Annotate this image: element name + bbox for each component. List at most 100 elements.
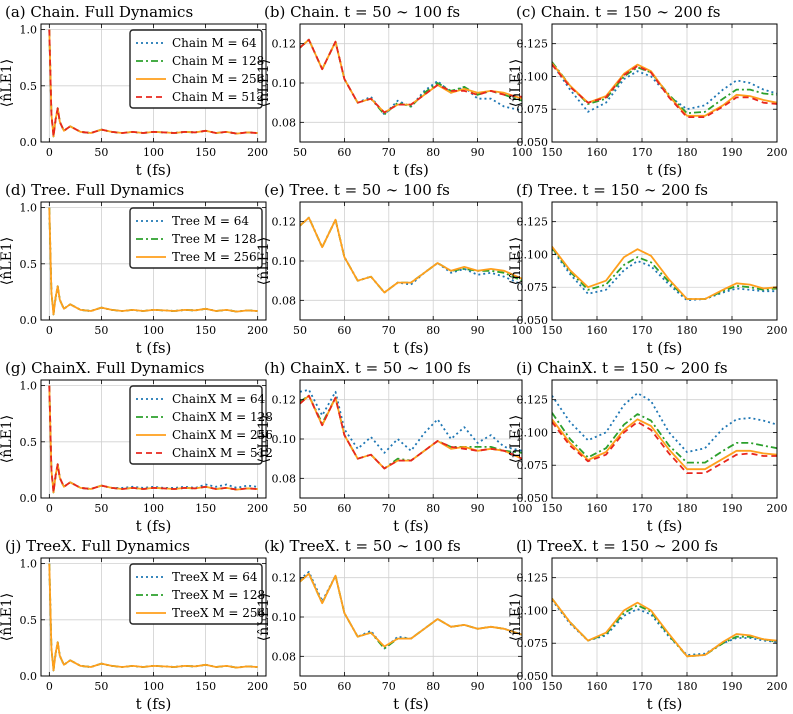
series-line xyxy=(300,38,522,116)
y-tick-label: 0.100 xyxy=(517,426,549,439)
panel-title: (i) ChainX. t = 150 ∼ 200 fs xyxy=(516,359,728,377)
x-tick-label: 100 xyxy=(143,680,164,693)
x-tick-label: 100 xyxy=(512,502,533,515)
x-tick-label: 170 xyxy=(632,324,653,337)
axes-frame xyxy=(551,557,778,677)
x-tick-label: 100 xyxy=(143,324,164,337)
x-tick-label: 150 xyxy=(542,502,563,515)
y-tick-label: 0.075 xyxy=(517,637,549,650)
legend-entry: Tree M = 256 xyxy=(172,250,257,264)
panel-j: (j) TreeX. Full Dynamics 0 50 100 150 200 0.0 0… xyxy=(0,537,268,713)
y-axis-label: ⟨n̂LE1⟩ xyxy=(256,593,272,641)
x-tick-label: 50 xyxy=(293,502,307,515)
legend-entry: Chain M = 128 xyxy=(172,54,264,68)
y-axis-label: ⟨n̂LE1⟩ xyxy=(0,593,15,641)
y-tick-label: 0.075 xyxy=(517,459,549,472)
x-axis-label: t (fs) xyxy=(136,517,172,535)
x-tick-label: 90 xyxy=(471,680,485,693)
y-tick-label: 0.0 xyxy=(20,314,38,327)
series-group xyxy=(300,216,522,294)
panel-d: (d) Tree. Full Dynamics 0 50 100 150 200 0.0 0.… xyxy=(0,181,268,357)
y-axis-label: ⟨n̂LE1⟩ xyxy=(256,59,272,107)
panel-l: (l) TreeX. t = 150 ∼ 200 fs 150 160 170 180 1… xyxy=(508,537,788,713)
panel-e: (e) Tree. t = 50 ∼ 100 fs 50 60 70 80 90 100 0.… xyxy=(256,181,533,357)
series-line xyxy=(300,38,522,114)
panel-i: (i) ChainX. t = 150 ∼ 200 fs 150 160 170 180… xyxy=(508,359,788,535)
series-line xyxy=(552,418,777,471)
y-axis-label: ⟨n̂LE1⟩ xyxy=(256,415,272,463)
series-group xyxy=(552,246,777,302)
legend: Chain M = 64 Chain M = 128 Chain M = 256 Ch… xyxy=(129,29,264,109)
series-line xyxy=(300,38,522,114)
y-tick-label: 0.5 xyxy=(20,436,38,449)
series-line xyxy=(552,412,777,464)
x-tick-label: 200 xyxy=(247,680,268,693)
x-tick-label: 160 xyxy=(587,680,608,693)
series-line xyxy=(48,29,258,138)
legend: Tree M = 64 Tree M = 128 Tree M = 256 xyxy=(129,207,263,269)
x-tick-label: 60 xyxy=(337,680,351,693)
legend-entry: Chain M = 64 xyxy=(172,36,257,50)
x-tick-label: 190 xyxy=(722,680,743,693)
panel-title: (g) ChainX. Full Dynamics xyxy=(5,359,204,377)
y-tick-label: 0.0 xyxy=(20,492,38,505)
x-tick-label: 170 xyxy=(632,680,653,693)
legend-entry: TreeX M = 128 xyxy=(172,588,265,602)
y-axis-label: ⟨n̂LE1⟩ xyxy=(508,593,524,641)
x-tick-label: 150 xyxy=(195,146,216,159)
x-tick-label: 90 xyxy=(471,324,485,337)
series-line xyxy=(552,392,777,453)
series-line xyxy=(300,570,522,650)
x-tick-label: 180 xyxy=(677,680,698,693)
y-tick-label: 1.0 xyxy=(20,24,38,37)
y-axis-label: ⟨n̂LE1⟩ xyxy=(0,415,15,463)
x-axis-label: t (fs) xyxy=(647,695,683,713)
series-group xyxy=(552,61,777,118)
series-group xyxy=(552,392,777,474)
y-tick-label: 0.050 xyxy=(517,670,549,683)
x-tick-label: 190 xyxy=(722,324,743,337)
x-axis-label: t (fs) xyxy=(393,339,429,357)
legend-entry: ChainX M = 256 xyxy=(172,428,273,442)
y-tick-label: 0.12 xyxy=(272,38,297,51)
x-axis-label: t (fs) xyxy=(647,161,683,179)
axes-frame xyxy=(551,379,778,499)
series-line xyxy=(300,216,522,294)
x-tick-label: 200 xyxy=(247,324,268,337)
x-axis-label: t (fs) xyxy=(136,161,172,179)
series-line xyxy=(552,246,777,300)
series-line xyxy=(552,61,777,115)
series-line xyxy=(300,216,522,294)
legend-entry: TreeX M = 64 xyxy=(172,570,258,584)
legend-entry: Tree M = 128 xyxy=(172,232,257,246)
series-line xyxy=(48,385,258,494)
x-tick-label: 150 xyxy=(195,324,216,337)
legend-entry: ChainX M = 64 xyxy=(172,392,266,406)
x-axis-label: t (fs) xyxy=(647,517,683,535)
x-tick-label: 60 xyxy=(337,324,351,337)
legend-box xyxy=(129,207,263,269)
x-tick-label: 180 xyxy=(677,502,698,515)
y-tick-label: 0.125 xyxy=(517,38,549,51)
legend-entry: TreeX M = 256 xyxy=(172,606,265,620)
series-group xyxy=(48,385,258,494)
y-axis-label: ⟨n̂LE1⟩ xyxy=(508,237,524,285)
panel-title: (f) Tree. t = 150 ∼ 200 fs xyxy=(516,181,708,199)
y-tick-label: 0.125 xyxy=(517,572,549,585)
series-line xyxy=(300,572,522,650)
x-tick-label: 0 xyxy=(46,680,53,693)
x-axis-label: t (fs) xyxy=(393,517,429,535)
x-tick-label: 100 xyxy=(512,146,533,159)
y-tick-label: 0.0 xyxy=(20,670,38,683)
y-tick-label: 0.075 xyxy=(517,281,549,294)
y-axis-label: ⟨n̂LE1⟩ xyxy=(0,59,15,107)
x-tick-label: 190 xyxy=(722,502,743,515)
panel-h: (h) ChainX. t = 50 ∼ 100 fs 50 60 70 80 90 100… xyxy=(256,359,533,535)
x-tick-label: 200 xyxy=(767,324,788,337)
x-axis-label: t (fs) xyxy=(136,695,172,713)
legend-box xyxy=(129,563,263,625)
x-tick-label: 80 xyxy=(426,680,440,693)
x-tick-label: 80 xyxy=(426,502,440,515)
y-tick-label: 0.050 xyxy=(517,492,549,505)
y-tick-label: 0.125 xyxy=(517,394,549,407)
